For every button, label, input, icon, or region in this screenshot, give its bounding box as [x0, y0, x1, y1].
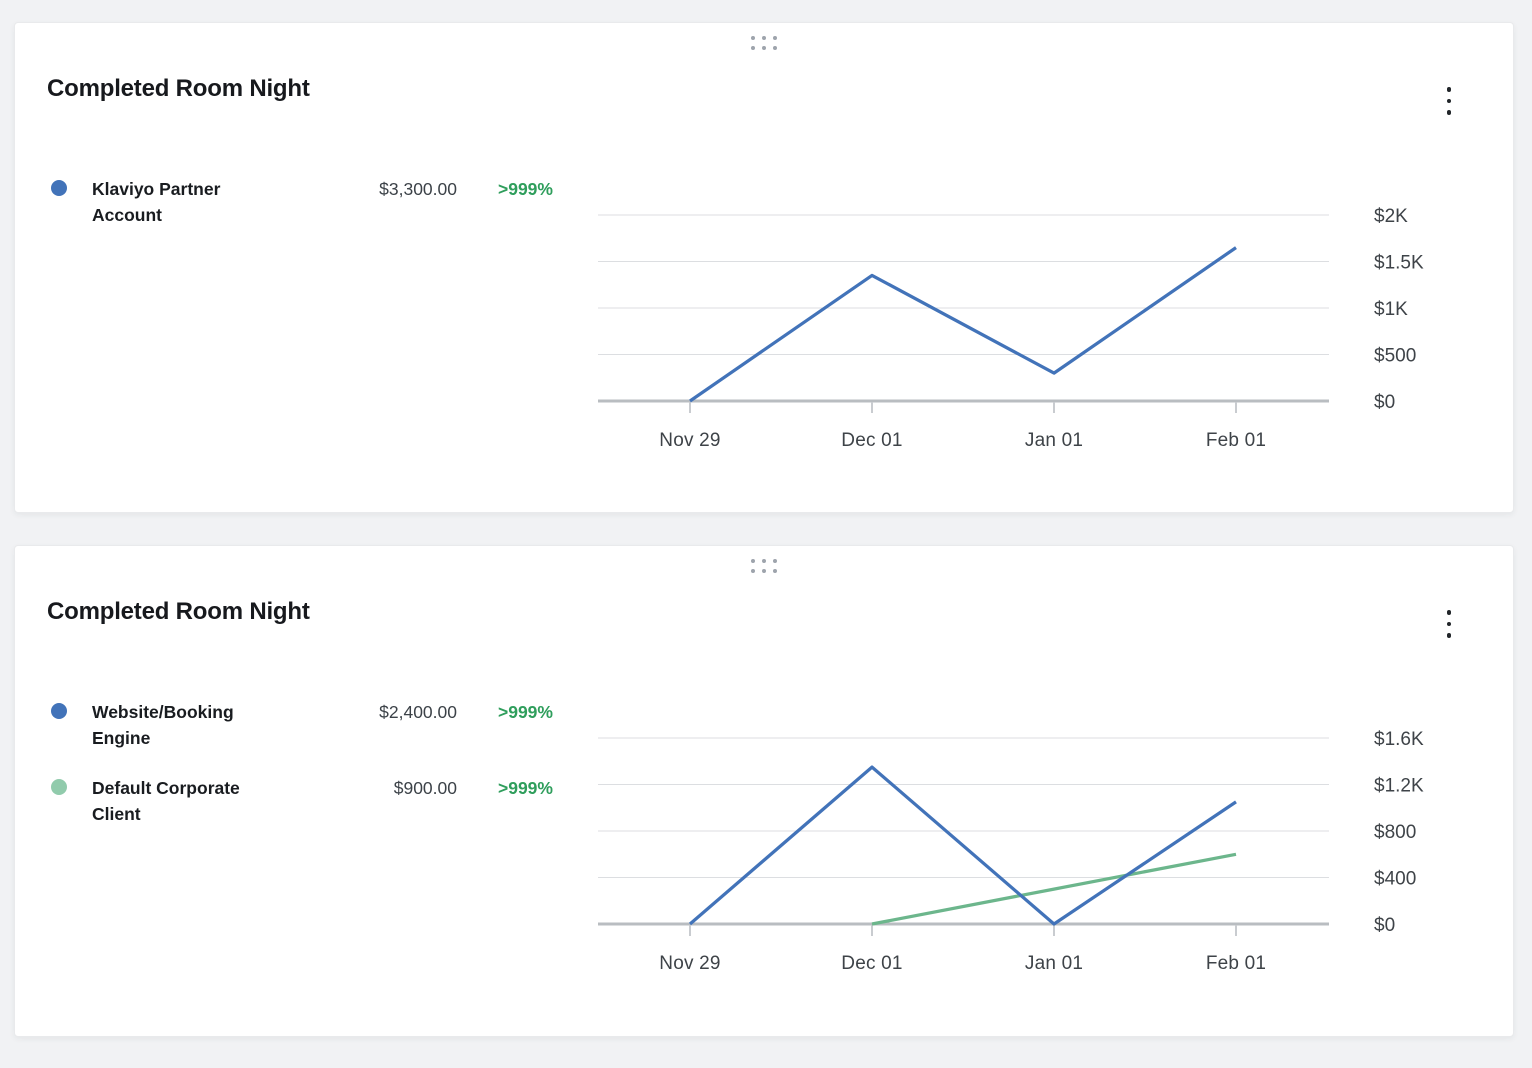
series-value: $3,300.00 [379, 179, 457, 199]
series-name: Website/Booking Engine [92, 702, 234, 748]
series-name: Default Corporate Client [92, 778, 240, 824]
svg-text:Feb 01: Feb 01 [1206, 953, 1266, 974]
svg-text:Jan 01: Jan 01 [1025, 953, 1083, 974]
svg-text:Nov 29: Nov 29 [659, 953, 720, 974]
legend-item: Default Corporate Client $900.00 >999% [51, 775, 631, 831]
svg-text:$1K: $1K [1374, 299, 1408, 320]
line-chart: $1.6K $1.2K $800 $400 $0 Nov 29 Dec 01 Jan 01 Fe… [598, 729, 1424, 974]
series-color-dot [51, 180, 67, 196]
svg-text:$0: $0 [1374, 915, 1395, 936]
series-value: $900.00 [393, 778, 457, 798]
svg-text:Dec 01: Dec 01 [841, 430, 902, 451]
svg-text:$1.5K: $1.5K [1374, 253, 1424, 274]
drag-handle-icon[interactable] [745, 553, 783, 579]
series-color-dot [51, 703, 67, 719]
legend-item: Klaviyo Partner Account $3,300.00 >999% [51, 176, 631, 232]
drag-handle-icon[interactable] [745, 30, 783, 56]
legend-item: Website/Booking Engine $2,400.00 >999% [51, 699, 631, 755]
svg-text:$500: $500 [1374, 346, 1416, 367]
kebab-menu-icon[interactable] [1441, 81, 1458, 121]
widget-card-completed-room-night-2: Completed Room Night Website/Booking Eng… [14, 545, 1514, 1037]
series-name: Klaviyo Partner Account [92, 179, 221, 225]
widget-title: Completed Room Night [47, 75, 310, 102]
widget-title: Completed Room Night [47, 598, 310, 625]
svg-text:Nov 29: Nov 29 [659, 430, 720, 451]
series-change-badge: >999% [498, 702, 553, 722]
series-change-badge: >999% [498, 179, 553, 199]
legend: Website/Booking Engine $2,400.00 >999% D… [51, 699, 631, 851]
svg-text:Jan 01: Jan 01 [1025, 430, 1083, 451]
legend: Klaviyo Partner Account $3,300.00 >999% [51, 176, 631, 252]
svg-text:$400: $400 [1374, 869, 1416, 890]
kebab-menu-icon[interactable] [1441, 604, 1458, 644]
series-value: $2,400.00 [379, 702, 457, 722]
series-color-dot [51, 779, 67, 795]
svg-text:$1.6K: $1.6K [1374, 729, 1424, 750]
svg-text:Feb 01: Feb 01 [1206, 430, 1266, 451]
svg-text:$2K: $2K [1374, 206, 1408, 227]
widget-card-completed-room-night-1: Completed Room Night Klaviyo Partner Acc… [14, 22, 1514, 513]
series-change-badge: >999% [498, 778, 553, 798]
svg-text:Dec 01: Dec 01 [841, 953, 902, 974]
svg-text:$1.2K: $1.2K [1374, 776, 1424, 797]
svg-text:$0: $0 [1374, 392, 1395, 413]
svg-text:$800: $800 [1374, 822, 1416, 843]
line-chart: $2K $1.5K $1K $500 $0 Nov 29 Dec 01 Jan 01 Feb 0… [598, 206, 1424, 451]
